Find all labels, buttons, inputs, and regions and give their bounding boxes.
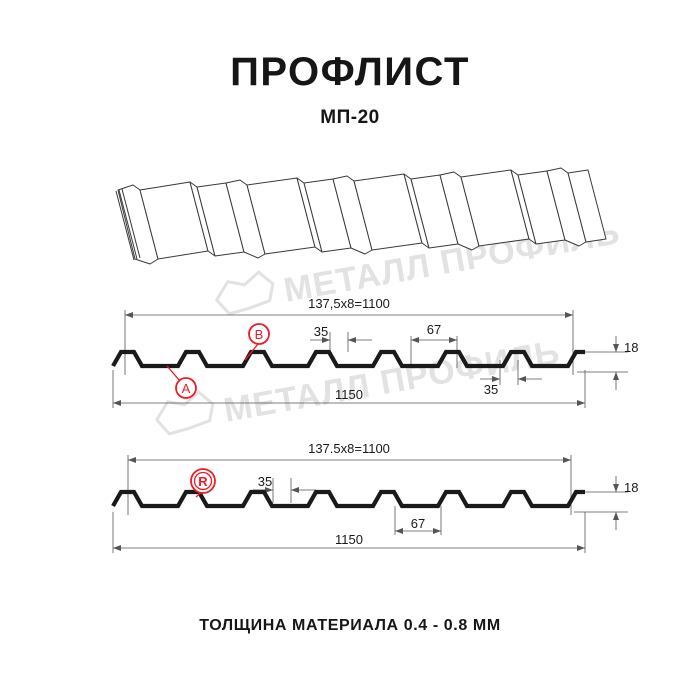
dim-height-label: 18 bbox=[624, 340, 638, 355]
dim-valley-width-label: 67 bbox=[427, 322, 441, 337]
callout-b: B bbox=[244, 323, 270, 361]
callout-a-label: A bbox=[182, 381, 191, 396]
dim-rib-top-width-label-r: 35 bbox=[258, 474, 272, 489]
callout-b-label: B bbox=[255, 327, 264, 342]
product-model-label: МП-20 bbox=[320, 107, 380, 128]
dim-top-span-label-r: 137.5x8=1100 bbox=[308, 441, 390, 456]
callout-r: R bbox=[190, 468, 216, 498]
profile-section-path bbox=[111, 349, 585, 369]
profile-section-path-r bbox=[111, 489, 585, 509]
dim-valley-width-label-r: 67 bbox=[411, 516, 425, 531]
page-title: ПРОФЛИСТ bbox=[230, 50, 470, 94]
iso-left-edge bbox=[115, 188, 141, 261]
callout-r-label: R bbox=[198, 474, 208, 489]
dim-height-label-r: 18 bbox=[624, 480, 638, 495]
watermark-logo-mark bbox=[214, 270, 275, 316]
callout-a: A bbox=[166, 365, 197, 399]
dim-bottom-span-label: 1150 bbox=[335, 387, 363, 402]
dim-top-span-label: 137,5x8=1100 bbox=[308, 296, 390, 311]
dim-lower-rib-width-label: 35 bbox=[484, 382, 498, 397]
iso-rib-group bbox=[117, 167, 607, 265]
dim-bottom-span-label-r: 1150 bbox=[335, 532, 363, 547]
title-block: ПРОФЛИСТ МП-20 bbox=[0, 52, 700, 127]
dim-rib-top-width-label: 35 bbox=[314, 324, 328, 339]
dimension-lines-upper bbox=[112, 310, 628, 408]
material-thickness-caption: ТОЛЩИНА МАТЕРИАЛА 0.4 - 0.8 ММ bbox=[199, 617, 501, 634]
